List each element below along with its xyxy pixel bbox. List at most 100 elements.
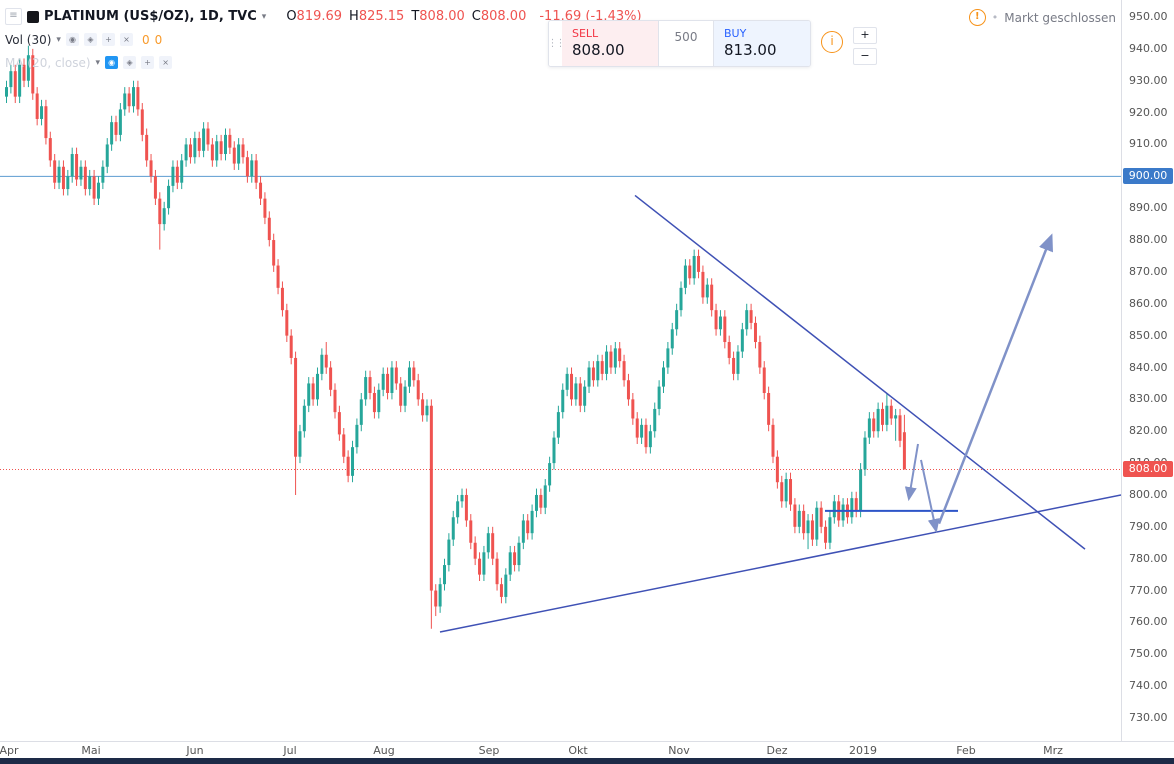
drawing-projection-up[interactable] [937, 233, 1053, 525]
chevron-down-icon[interactable]: ▾ [56, 34, 61, 45]
candle [552, 431, 556, 470]
candle [26, 45, 30, 88]
warning-icon[interactable]: ! [968, 9, 986, 26]
volume-indicator-label[interactable]: Vol (30) [5, 32, 52, 47]
candle [618, 342, 622, 368]
candle [140, 103, 144, 142]
time-axis[interactable]: Apr Mai Jun Jul Aug Sep Okt Nov Dez 2019 Feb Mrz [0, 741, 1174, 759]
candle [666, 342, 670, 374]
open-label: O [286, 9, 297, 24]
candle [337, 405, 341, 441]
candle [631, 392, 635, 425]
price-axis[interactable]: 950.00 940.00 930.00 920.00 910.00 900.00 890.… [1121, 0, 1174, 741]
candle [662, 361, 665, 393]
candle [79, 160, 83, 186]
candle [289, 329, 293, 365]
quantity-input[interactable] [662, 29, 710, 45]
close-icon[interactable]: × [119, 33, 133, 46]
candle [543, 479, 547, 515]
candle [824, 520, 828, 550]
layout-menu-icon[interactable]: ≡ [5, 8, 22, 25]
candle [749, 303, 753, 330]
candle [250, 154, 254, 183]
eye-icon[interactable]: ◉ [105, 56, 119, 69]
candle [473, 536, 477, 566]
price-axis-label: 860.00 [1129, 296, 1168, 310]
candle [390, 361, 394, 400]
candle [534, 488, 538, 518]
candle [530, 504, 534, 540]
candle [31, 48, 35, 100]
add-icon[interactable]: + [141, 56, 155, 69]
status-dot: • [991, 11, 999, 24]
candle [425, 399, 429, 422]
add-icon[interactable]: + [101, 33, 115, 46]
increase-button[interactable]: + [853, 27, 877, 44]
candle [307, 377, 311, 413]
candle [653, 402, 657, 438]
candle [683, 259, 687, 295]
drawing-projection-down-1[interactable] [904, 443, 919, 502]
candle [464, 488, 468, 527]
settings-icon[interactable]: ◈ [123, 56, 137, 69]
chevron-down-icon[interactable]: ▾ [261, 11, 267, 22]
candle [570, 367, 574, 406]
time-axis-label: Okt [568, 744, 588, 757]
time-axis-label: Aug [373, 744, 395, 757]
candle [675, 303, 679, 336]
buy-price: 813.00 [724, 41, 777, 59]
candle [237, 138, 241, 170]
candle [640, 418, 644, 444]
low-value: 808.00 [419, 9, 465, 24]
candle [499, 577, 503, 604]
candle [451, 510, 455, 546]
drawing-projection-down-2[interactable] [920, 459, 940, 533]
ma-indicator-label[interactable]: MA (20, close) [5, 55, 91, 70]
sell-price: 808.00 [572, 41, 625, 59]
quantity-cell [658, 21, 714, 66]
candle [723, 310, 727, 349]
sell-button[interactable]: SELL 808.00 [562, 21, 658, 66]
candle [526, 514, 530, 540]
chevron-down-icon[interactable]: ▾ [95, 57, 101, 68]
symbol-title[interactable]: PLATINUM (US$/OZ), 1D, TVC [44, 9, 257, 24]
candle [96, 176, 100, 205]
time-axis-label: Sep [478, 744, 500, 757]
high-value: 825.15 [358, 9, 405, 24]
drawing-descending-trendline[interactable] [634, 194, 1086, 550]
buy-button[interactable]: BUY 813.00 [714, 21, 810, 66]
order-card: ⋮⋮ SELL 808.00 BUY 813.00 [548, 20, 811, 67]
candle [626, 373, 630, 406]
candle [368, 370, 372, 400]
decrease-button[interactable]: − [853, 48, 877, 65]
candle [596, 354, 600, 387]
candle [294, 351, 298, 495]
close-icon[interactable]: × [159, 56, 173, 69]
candle [232, 141, 236, 170]
time-axis-label: Mrz [1043, 744, 1063, 757]
candle [180, 154, 184, 190]
candle [153, 169, 157, 205]
candle [241, 138, 245, 164]
price-axis-label: 840.00 [1129, 360, 1168, 374]
market-status-text: Markt geschlossen [1004, 10, 1116, 25]
chart-pane[interactable] [0, 0, 1121, 741]
candle [123, 87, 127, 116]
candle [780, 475, 784, 508]
info-icon[interactable]: i [821, 31, 843, 53]
candle [867, 412, 871, 444]
drawing-ascending-trendline[interactable] [439, 494, 1121, 633]
price-axis-label: 850.00 [1129, 328, 1168, 342]
candle [75, 147, 79, 186]
candle [224, 128, 227, 161]
candle [841, 498, 845, 527]
eye-icon[interactable]: ◉ [65, 33, 79, 46]
candle [66, 169, 70, 196]
candle [206, 122, 210, 151]
settings-icon[interactable]: ◈ [83, 33, 97, 46]
candle [815, 501, 819, 546]
drag-handle-icon[interactable]: ⋮⋮ [549, 21, 566, 66]
candlestick-series [5, 45, 906, 629]
candle [460, 488, 464, 508]
candle [44, 99, 48, 145]
